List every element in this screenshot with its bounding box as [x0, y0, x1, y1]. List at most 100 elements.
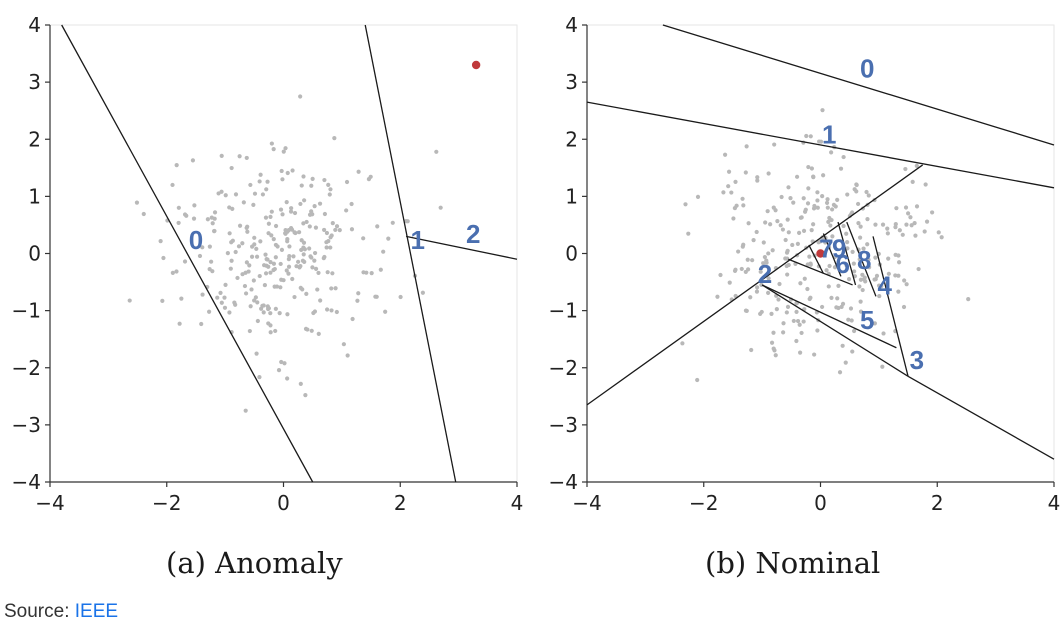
data-point	[434, 149, 439, 154]
data-point	[771, 346, 776, 351]
data-point	[269, 141, 274, 146]
source-line: Source: IEEE	[4, 601, 118, 623]
data-point	[210, 221, 215, 226]
data-point	[286, 271, 291, 276]
data-point	[825, 205, 830, 210]
cut-label: 7	[819, 234, 833, 264]
data-point	[850, 249, 855, 254]
data-point	[904, 222, 909, 227]
data-point	[182, 259, 188, 264]
data-point	[296, 259, 301, 264]
data-point	[749, 347, 754, 353]
data-point	[350, 316, 355, 322]
data-point	[304, 219, 309, 225]
data-point	[794, 309, 799, 314]
data-point	[223, 282, 228, 287]
data-point	[266, 306, 271, 312]
data-point	[827, 263, 832, 269]
cut-label: 8	[857, 245, 871, 275]
data-point	[786, 185, 791, 190]
partition-line	[586, 164, 924, 406]
data-point	[243, 408, 248, 413]
data-point	[325, 307, 330, 312]
data-point	[312, 250, 318, 256]
data-point	[273, 306, 278, 311]
data-point	[858, 277, 864, 282]
data-point	[815, 190, 820, 195]
data-point	[284, 268, 289, 273]
data-point	[438, 205, 443, 210]
data-point	[798, 281, 803, 286]
data-point	[854, 182, 859, 188]
data-point	[230, 206, 235, 212]
data-point	[877, 293, 882, 299]
data-point	[748, 295, 753, 300]
data-point	[894, 206, 899, 211]
x-tick-label: 0	[814, 491, 827, 515]
data-point	[316, 331, 321, 336]
data-point	[794, 338, 799, 344]
data-point	[264, 187, 269, 192]
data-point	[248, 304, 253, 309]
data-point	[824, 200, 830, 205]
data-point	[739, 266, 744, 272]
data-point	[880, 364, 885, 369]
data-point	[774, 307, 779, 312]
data-point	[885, 231, 890, 236]
data-point	[247, 328, 252, 334]
data-point	[303, 326, 309, 332]
data-point	[321, 227, 327, 233]
data-point	[403, 218, 409, 224]
data-point	[292, 294, 297, 300]
data-point	[751, 238, 756, 243]
data-point	[839, 304, 844, 309]
data-point	[243, 270, 248, 275]
data-point	[886, 256, 891, 261]
data-point	[936, 230, 941, 235]
data-point	[764, 258, 769, 263]
data-point	[290, 168, 295, 173]
data-point	[806, 186, 811, 191]
data-point	[834, 305, 839, 310]
data-point	[334, 224, 340, 229]
data-point	[923, 182, 928, 187]
data-point	[259, 306, 264, 311]
data-point	[686, 231, 691, 236]
data-point	[302, 198, 307, 203]
data-point	[785, 248, 790, 253]
source-link[interactable]: IEEE	[74, 601, 119, 622]
data-point	[845, 192, 850, 197]
data-point	[852, 269, 857, 274]
data-point	[766, 251, 771, 256]
data-point	[257, 273, 262, 279]
data-point	[170, 270, 175, 275]
data-point	[799, 330, 804, 336]
chart-panel-a: 0 1 2 −4 −2 0 2 4 −4 −3 −2 −1 0 1 2 3 4	[12, 13, 524, 515]
data-point	[829, 217, 834, 223]
data-point	[298, 381, 303, 386]
data-point	[386, 236, 391, 241]
y-tick-label: −2	[12, 356, 41, 380]
data-point	[283, 146, 288, 151]
data-point	[245, 224, 250, 229]
data-point	[721, 190, 726, 195]
data-point	[309, 209, 314, 214]
partition-line	[907, 375, 1055, 460]
data-point	[262, 263, 267, 268]
data-point	[324, 245, 329, 250]
x-tick-label: −4	[572, 491, 601, 515]
data-point	[292, 230, 297, 235]
data-point	[266, 321, 271, 326]
data-point	[777, 281, 782, 287]
data-point	[786, 230, 791, 235]
data-point	[733, 179, 738, 185]
cut-label: 2	[466, 219, 480, 249]
data-point	[289, 227, 295, 232]
data-point	[815, 205, 820, 210]
data-point	[301, 174, 306, 179]
data-point	[191, 216, 197, 221]
data-point	[218, 290, 223, 295]
data-point	[268, 311, 273, 316]
data-point	[715, 294, 720, 299]
data-point	[318, 298, 323, 303]
